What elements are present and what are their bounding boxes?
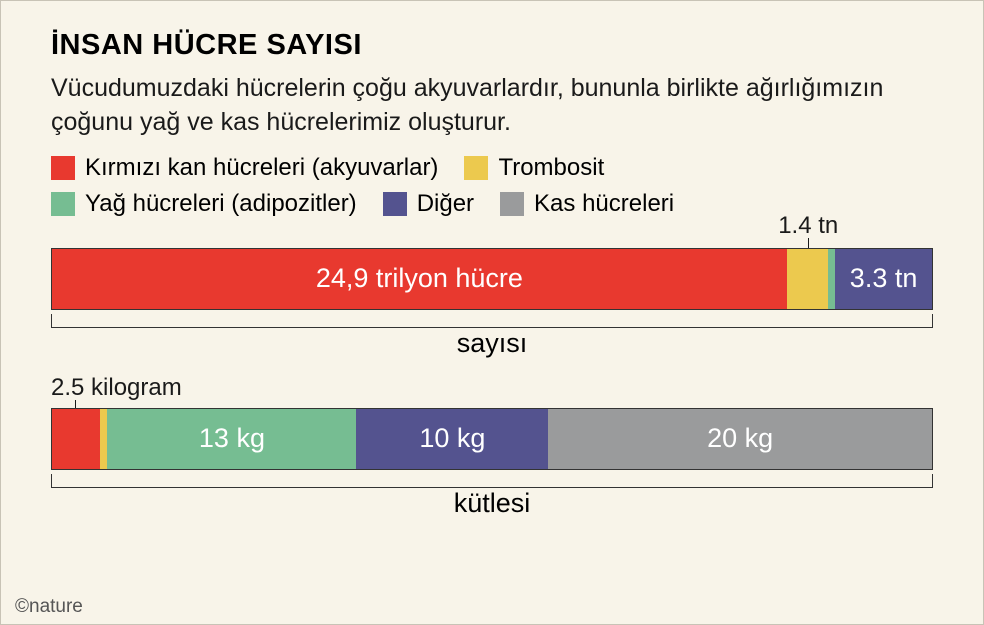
bar-segment-fat [828,249,835,309]
legend-item: Kırmızı kan hücreleri (akyuvarlar) [51,154,438,182]
legend-item: Kas hücreleri [500,190,674,218]
legend-label: Yağ hücreleri (adipozitler) [85,190,357,218]
subtitle: Vücudumuzdaki hücrelerin çoğu akyuvarlar… [51,72,933,140]
bar-segment-muscle: 20 kg [548,409,932,469]
mass-bracket-row: kütlesi [51,474,933,526]
count-bar: 24,9 trilyon hücre 3.3 tn [51,248,933,310]
mass-bracket [51,474,933,488]
count-bracket [51,314,933,328]
legend-swatch [51,192,75,216]
bar-segment-red_blood [52,409,100,469]
mass-bar: 13 kg10 kg20 kg [51,408,933,470]
legend-item: Diğer [383,190,474,218]
legend-item: Trombosit [464,154,604,182]
legend: Kırmızı kan hücreleri (akyuvarlar) Trombo… [51,154,933,218]
bar-segment-platelets [100,409,107,469]
mass-callout: 2.5 kilogram [51,374,182,402]
count-callout: 1.4 tn [778,212,838,240]
credit-text: ©nature [15,596,83,618]
legend-label: Diğer [417,190,474,218]
count-callout-line [808,238,809,248]
count-bracket-row: sayısı [51,314,933,366]
infographic-container: İNSAN HÜCRE SAYISI Vücudumuzdaki hücrele… [1,1,983,624]
legend-item: Yağ hücreleri (adipozitler) [51,190,357,218]
legend-swatch [383,192,407,216]
legend-swatch [500,192,524,216]
legend-label: Kırmızı kan hücreleri (akyuvarlar) [85,154,438,182]
bar-segment-red_blood: 24,9 trilyon hücre [52,249,787,309]
page-title: İNSAN HÜCRE SAYISI [51,29,933,62]
count-chart: 1.4 tn 24,9 trilyon hücre3.3 tn sayısı [51,248,933,366]
bar-segment-other: 3.3 tn [835,249,932,309]
bar-segment-other: 10 kg [356,409,548,469]
bar-segment-platelets [787,249,828,309]
legend-swatch [51,156,75,180]
mass-callout-line [75,400,76,408]
mass-chart: 2.5 kilogram 13 kg10 kg20 kg kütlesi [51,408,933,526]
legend-swatch [464,156,488,180]
mass-axis-label: kütlesi [51,488,933,519]
legend-label: Trombosit [498,154,604,182]
count-axis-label: sayısı [51,328,933,359]
legend-label: Kas hücreleri [534,190,674,218]
bar-segment-fat: 13 kg [107,409,356,469]
